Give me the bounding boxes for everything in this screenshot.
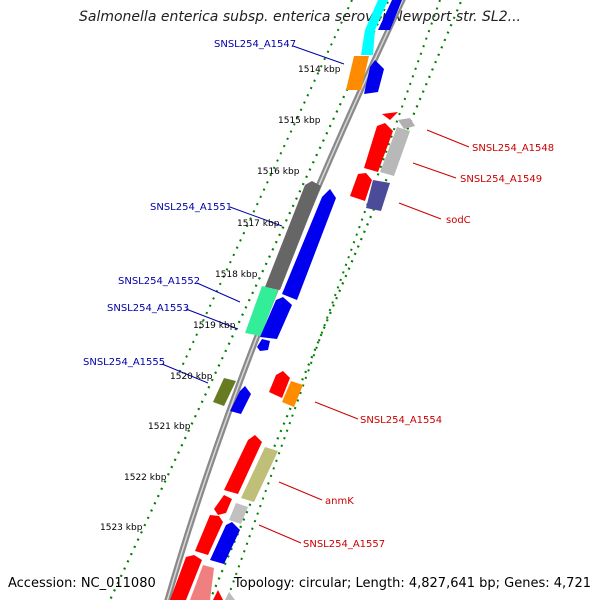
gene-red-bottom[interactable]: [170, 555, 202, 600]
gene-label-a1555[interactable]: SNSL254_A1555: [83, 357, 165, 368]
gene-pink-bottom[interactable]: [190, 565, 214, 600]
gene-red-large[interactable]: [364, 123, 393, 172]
leader-a1552: [196, 282, 241, 303]
scale-label-1519: 1519 kbp: [193, 321, 236, 331]
leader-a1547: [292, 45, 345, 65]
gene-grey-long[interactable]: [265, 181, 321, 290]
gene-label-a1557[interactable]: SNSL254_A1557: [303, 539, 385, 550]
gene-red-a1548-head[interactable]: [382, 112, 398, 120]
leader-a1548: [426, 129, 470, 148]
gene-red-a1554[interactable]: [269, 371, 290, 398]
gene-label-a1553[interactable]: SNSL254_A1553: [107, 303, 189, 314]
inner-ticks-left: [177, 0, 353, 376]
gene-orange-a1554[interactable]: [282, 381, 303, 407]
scale-label-1514: 1514 kbp: [298, 65, 341, 75]
gene-khaki-anmk[interactable]: [241, 447, 278, 502]
leader-sodc: [398, 202, 442, 220]
gene-blue-arrow-small[interactable]: [257, 339, 270, 351]
leader-a1553: [185, 308, 239, 330]
genome-stats: Topology: circular; Length: 4,827,641 bp…: [233, 576, 591, 591]
gene-grey-a1548[interactable]: [398, 118, 415, 129]
gene-red-small-lower[interactable]: [214, 495, 232, 515]
gene-label-sodc[interactable]: sodC: [446, 215, 471, 226]
leader-anmk: [278, 481, 323, 501]
gene-label-a1549[interactable]: SNSL254_A1549: [460, 174, 542, 185]
genome-title: Salmonella enterica subsp. enterica sero…: [79, 9, 521, 25]
gene-blue-a1557[interactable]: [210, 522, 240, 564]
gene-orange-top[interactable]: [346, 56, 369, 90]
gene-cyan[interactable]: [361, 0, 388, 55]
scale-label-1516: 1516 kbp: [257, 167, 300, 177]
gene-grey-corner[interactable]: [225, 592, 235, 600]
gene-blue-a1553[interactable]: [260, 297, 292, 339]
accession-label: Accession: NC_011080: [8, 576, 156, 591]
gene-grey-small-lower[interactable]: [229, 503, 248, 524]
scale-label-1523: 1523 kbp: [100, 523, 143, 533]
gene-blue-a1555[interactable]: [230, 386, 251, 414]
gene-blue-top[interactable]: [364, 60, 384, 94]
gene-red-sodc[interactable]: [350, 173, 372, 201]
leader-a1557: [258, 524, 302, 544]
gene-red-anmk-long[interactable]: [224, 435, 262, 494]
gene-purple-sodc[interactable]: [366, 180, 390, 211]
leader-a1551: [229, 206, 283, 227]
scale-label-1515: 1515 kbp: [278, 116, 321, 126]
gene-label-a1551[interactable]: SNSL254_A1551: [150, 202, 232, 213]
gene-grey-a1549[interactable]: [380, 127, 410, 176]
gene-red-corner[interactable]: [213, 590, 223, 600]
gene-blue-long-a1551[interactable]: [282, 189, 336, 300]
gene-label-a1552[interactable]: SNSL254_A1552: [118, 276, 200, 287]
scale-label-1517: 1517 kbp: [237, 219, 280, 229]
scale-label-1521: 1521 kbp: [148, 422, 191, 432]
gene-red-a1557[interactable]: [195, 515, 223, 555]
leader-a1555: [161, 363, 209, 384]
scale-label-1520: 1520 kbp: [170, 372, 213, 382]
scale-label-1518: 1518 kbp: [215, 270, 258, 280]
gene-label-a1554[interactable]: SNSL254_A1554: [360, 415, 442, 426]
leader-a1554: [314, 401, 359, 420]
gene-label-a1548[interactable]: SNSL254_A1548: [472, 143, 554, 154]
leader-a1549: [412, 162, 457, 179]
gene-olive-a1555[interactable]: [213, 378, 236, 406]
scale-label-1522: 1522 kbp: [124, 473, 167, 483]
gene-green-a1552[interactable]: [245, 286, 278, 336]
gene-blue-a1547[interactable]: [378, 0, 402, 30]
gene-label-a1547[interactable]: SNSL254_A1547: [214, 39, 296, 50]
gene-label-anmk[interactable]: anmK: [325, 496, 354, 507]
